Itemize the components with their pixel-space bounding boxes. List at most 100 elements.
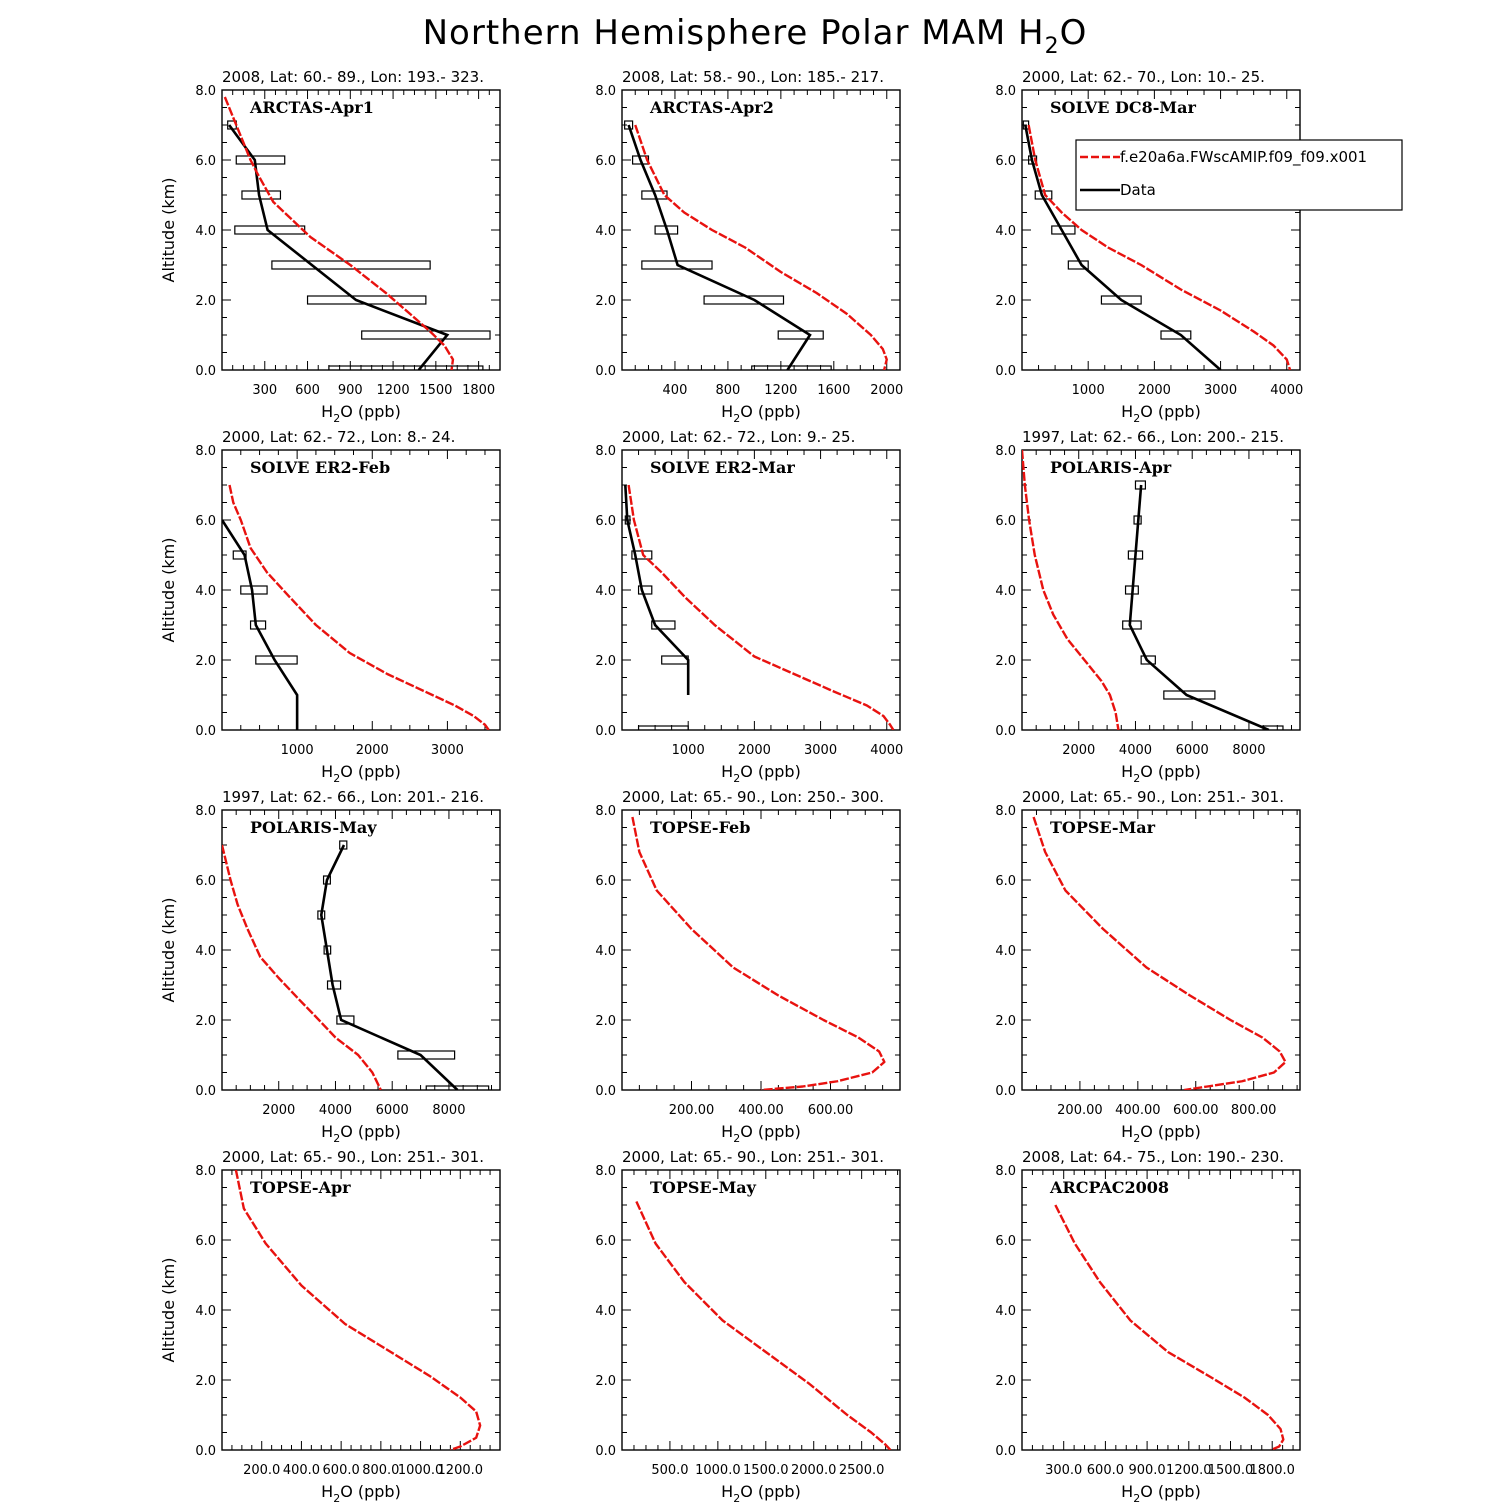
plot-frame — [1021, 449, 1301, 731]
x-tick-label: 1500.0 — [743, 1463, 789, 1478]
x-tick-label: 3000 — [804, 743, 837, 758]
data-range-box — [425, 1085, 490, 1090]
panel-title: ARCPAC2008 — [1049, 1178, 1169, 1197]
y-tick-label: 0.0 — [595, 724, 616, 739]
x-axis-label-sub: 2 — [333, 1492, 340, 1505]
x-tick-label: 8000 — [432, 1103, 465, 1118]
x-tick-label: 2000 — [1138, 383, 1171, 398]
panel-12: 2008, Lat: 64.- 75., Lon: 190.- 230. 0.0 2… — [995, 1148, 1301, 1505]
y-tick-label: 2.0 — [195, 654, 216, 669]
panel-header: 2000, Lat: 62.- 70., Lon: 10.- 25. — [1022, 68, 1265, 86]
x-tick-label: 800 — [715, 383, 740, 398]
panel-header: 2000, Lat: 62.- 72., Lon: 8.- 24. — [222, 428, 455, 446]
y-tick-label: 6.0 — [595, 154, 616, 169]
x-tick-label: 2000 — [1062, 743, 1095, 758]
x-tick-label: 1500.0 — [1208, 1463, 1254, 1478]
x-axis-label-suffix: O (ppb) — [1140, 762, 1201, 781]
model-line — [222, 844, 382, 1090]
plot-area — [624, 484, 895, 730]
y-tick-label: 4.0 — [195, 584, 216, 599]
panel-10: 2000, Lat: 65.- 90., Lon: 251.- 301. 0.0 2… — [159, 1148, 501, 1505]
x-axis-label-suffix: O (ppb) — [740, 1482, 801, 1501]
x-tick-label: 2000 — [356, 743, 389, 758]
plot-frame — [1021, 809, 1301, 1091]
data-range-box — [240, 585, 268, 595]
y-tick-label: 2.0 — [195, 294, 216, 309]
x-tick-label: 600.00 — [1173, 1103, 1219, 1118]
x-tick-label: 1000.0 — [695, 1463, 741, 1478]
panel-header: 1997, Lat: 62.- 66., Lon: 201.- 216. — [222, 788, 484, 806]
x-tick-label: 1600 — [817, 383, 850, 398]
panel-7: 1997, Lat: 62.- 66., Lon: 201.- 216. 0.0 2… — [159, 788, 501, 1145]
x-axis-label-sub: 2 — [1133, 1132, 1140, 1145]
x-tick-label: 200.0 — [243, 1463, 280, 1478]
x-axis-label-suffix: O (ppb) — [740, 762, 801, 781]
x-axis-label: H2O (ppb) — [721, 762, 801, 785]
x-axis-label: H2O (ppb) — [1121, 1122, 1201, 1145]
figure-title-prefix: Northern Hemisphere Polar MAM H — [423, 13, 1045, 53]
plot-area — [635, 1201, 892, 1450]
x-tick-label: 200.00 — [669, 1103, 715, 1118]
data-range-box — [651, 620, 676, 630]
y-tick-label: 0.0 — [595, 364, 616, 379]
x-axis-label: H2O (ppb) — [1121, 1482, 1201, 1505]
y-tick-label: 0.0 — [195, 724, 216, 739]
plot-area — [234, 1170, 482, 1450]
y-tick-label: 2.0 — [595, 1014, 616, 1029]
plot-area — [631, 816, 886, 1090]
x-axis-label: H2O (ppb) — [1121, 762, 1201, 785]
y-tick-label: 6.0 — [595, 1234, 616, 1249]
panel-header: 2000, Lat: 65.- 90., Lon: 251.- 301. — [222, 1148, 484, 1166]
y-tick-label: 0.0 — [595, 1444, 616, 1459]
y-tick-label: 6.0 — [995, 154, 1016, 169]
x-tick-label: 1200 — [764, 383, 797, 398]
plot-frame — [221, 89, 501, 371]
x-axis-label: H2O (ppb) — [321, 402, 401, 425]
x-tick-label: 1500 — [419, 383, 452, 398]
data-line — [228, 124, 450, 370]
x-tick-label: 400.00 — [1115, 1103, 1161, 1118]
y-tick-label: 2.0 — [595, 1374, 616, 1389]
model-line — [631, 816, 886, 1090]
panel-title: TOPSE-Apr — [250, 1178, 351, 1197]
model-line — [228, 484, 490, 730]
data-range-box — [1163, 690, 1216, 700]
model-line — [634, 124, 888, 370]
x-tick-label: 900 — [338, 383, 363, 398]
plot-area — [222, 484, 490, 730]
panel-title: SOLVE ER2-Feb — [250, 458, 390, 477]
x-axis-label: H2O (ppb) — [721, 402, 801, 425]
plot-frame — [621, 89, 901, 371]
x-tick-label: 1000.0 — [398, 1463, 444, 1478]
x-tick-label: 2000 — [262, 1103, 295, 1118]
x-tick-label: 3000 — [1204, 383, 1237, 398]
panel-title: POLARIS-Apr — [1050, 458, 1172, 477]
x-axis-label: H2O (ppb) — [721, 1482, 801, 1505]
model-line — [1022, 450, 1120, 730]
y-tick-label: 8.0 — [995, 804, 1016, 819]
y-tick-label: 4.0 — [595, 1304, 616, 1319]
y-tick-label: 2.0 — [195, 1374, 216, 1389]
plot-frame — [1021, 89, 1301, 371]
panel-title: TOPSE-Mar — [1050, 818, 1156, 837]
y-tick-label: 0.0 — [195, 1084, 216, 1099]
y-tick-label: 4.0 — [995, 584, 1016, 599]
x-tick-label: 500.0 — [651, 1463, 688, 1478]
data-line — [1128, 484, 1270, 730]
data-line — [627, 124, 812, 370]
x-axis-label-prefix: H — [321, 762, 333, 781]
x-axis-label-sub: 2 — [1133, 1492, 1140, 1505]
y-tick-label: 6.0 — [195, 874, 216, 889]
y-tick-label: 8.0 — [595, 804, 616, 819]
x-axis-label-prefix: H — [1121, 402, 1133, 421]
panel-header: 2008, Lat: 64.- 75., Lon: 190.- 230. — [1022, 1148, 1284, 1166]
x-axis-label-prefix: H — [1121, 1482, 1133, 1501]
plot-area — [1022, 120, 1292, 370]
panel-title: TOPSE-Feb — [650, 818, 750, 837]
plot-area — [1022, 450, 1284, 730]
panel-title: TOPSE-May — [650, 1178, 757, 1197]
x-tick-label: 4000 — [319, 1103, 352, 1118]
y-tick-label: 4.0 — [995, 1304, 1016, 1319]
plot-frame — [221, 1169, 501, 1451]
x-tick-label: 1000 — [281, 743, 314, 758]
